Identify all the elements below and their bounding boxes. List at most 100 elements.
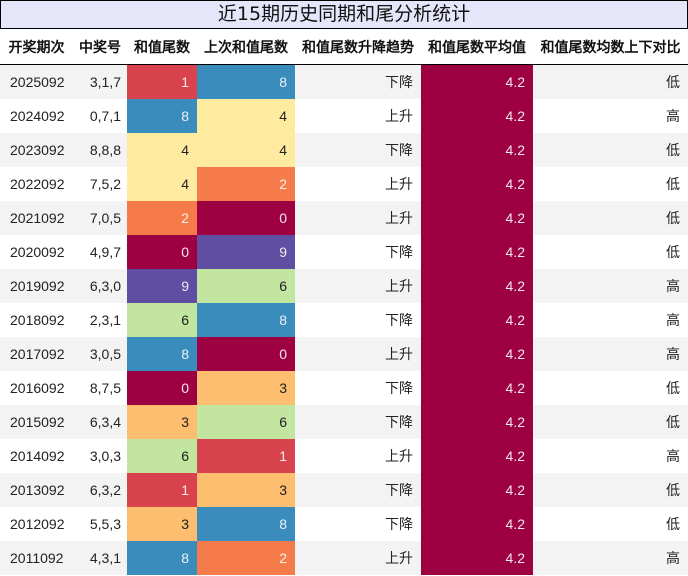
compare-cell: 高: [533, 541, 688, 575]
header-prev-tail[interactable]: 上次和值尾数: [197, 29, 295, 65]
numbers-cell: 0,7,1: [73, 99, 127, 133]
compare-cell: 高: [533, 439, 688, 473]
numbers-cell: 6,3,4: [73, 405, 127, 439]
table-row: 2016092 8,7,5 0 3 下降 4.2 低: [0, 371, 688, 405]
trend-cell: 上升: [295, 439, 421, 473]
trend-cell: 下降: [295, 473, 421, 507]
prev-tail-cell: 2: [197, 167, 295, 201]
avg-cell: 4.2: [421, 64, 533, 99]
numbers-cell: 6,3,2: [73, 473, 127, 507]
prev-tail-cell: 8: [197, 507, 295, 541]
trend-cell: 下降: [295, 235, 421, 269]
avg-cell: 4.2: [421, 473, 533, 507]
avg-cell: 4.2: [421, 133, 533, 167]
header-avg[interactable]: 和值尾数平均值: [421, 29, 533, 65]
numbers-cell: 3,0,5: [73, 337, 127, 371]
period-cell: 2011092: [0, 541, 73, 575]
header-numbers[interactable]: 中奖号: [73, 29, 127, 65]
compare-cell: 低: [533, 133, 688, 167]
period-cell: 2014092: [0, 439, 73, 473]
compare-cell: 高: [533, 99, 688, 133]
period-cell: 2023092: [0, 133, 73, 167]
table-row: 2025092 3,1,7 1 8 下降 4.2 低: [0, 64, 688, 99]
prev-tail-cell: 3: [197, 473, 295, 507]
trend-cell: 上升: [295, 337, 421, 371]
tail-cell: 3: [127, 507, 197, 541]
table-row: 2020092 4,9,7 0 9 下降 4.2 低: [0, 235, 688, 269]
compare-cell: 高: [533, 303, 688, 337]
prev-tail-cell: 3: [197, 371, 295, 405]
period-cell: 2018092: [0, 303, 73, 337]
trend-cell: 下降: [295, 405, 421, 439]
table-title: 近15期历史同期和尾分析统计: [0, 0, 688, 29]
tail-cell: 6: [127, 439, 197, 473]
trend-cell: 下降: [295, 64, 421, 99]
avg-cell: 4.2: [421, 269, 533, 303]
numbers-cell: 6,3,0: [73, 269, 127, 303]
avg-cell: 4.2: [421, 371, 533, 405]
trend-cell: 下降: [295, 371, 421, 405]
avg-cell: 4.2: [421, 201, 533, 235]
tail-cell: 8: [127, 541, 197, 575]
period-cell: 2012092: [0, 507, 73, 541]
prev-tail-cell: 1: [197, 439, 295, 473]
avg-cell: 4.2: [421, 439, 533, 473]
compare-cell: 低: [533, 235, 688, 269]
avg-cell: 4.2: [421, 235, 533, 269]
prev-tail-cell: 6: [197, 405, 295, 439]
avg-cell: 4.2: [421, 167, 533, 201]
table-row: 2014092 3,0,3 6 1 上升 4.2 高: [0, 439, 688, 473]
avg-cell: 4.2: [421, 405, 533, 439]
period-cell: 2017092: [0, 337, 73, 371]
prev-tail-cell: 4: [197, 133, 295, 167]
table-row: 2019092 6,3,0 9 6 上升 4.2 高: [0, 269, 688, 303]
avg-cell: 4.2: [421, 337, 533, 371]
header-period[interactable]: 开奖期次: [0, 29, 73, 65]
tail-cell: 1: [127, 64, 197, 99]
tail-cell: 0: [127, 235, 197, 269]
tail-cell: 6: [127, 303, 197, 337]
compare-cell: 低: [533, 473, 688, 507]
prev-tail-cell: 2: [197, 541, 295, 575]
trend-cell: 上升: [295, 201, 421, 235]
table-row: 2024092 0,7,1 8 4 上升 4.2 高: [0, 99, 688, 133]
period-cell: 2015092: [0, 405, 73, 439]
tail-cell: 0: [127, 371, 197, 405]
compare-cell: 低: [533, 371, 688, 405]
numbers-cell: 7,0,5: [73, 201, 127, 235]
avg-cell: 4.2: [421, 99, 533, 133]
header-tail[interactable]: 和值尾数: [127, 29, 197, 65]
prev-tail-cell: 4: [197, 99, 295, 133]
compare-cell: 低: [533, 405, 688, 439]
trend-cell: 上升: [295, 99, 421, 133]
trend-cell: 上升: [295, 541, 421, 575]
prev-tail-cell: 9: [197, 235, 295, 269]
trend-cell: 上升: [295, 269, 421, 303]
trend-cell: 下降: [295, 303, 421, 337]
compare-cell: 低: [533, 201, 688, 235]
tail-cell: 4: [127, 167, 197, 201]
table-row: 2012092 5,5,3 3 8 下降 4.2 低: [0, 507, 688, 541]
compare-cell: 高: [533, 269, 688, 303]
table-body: 2025092 3,1,7 1 8 下降 4.2 低 2024092 0,7,1 8 4 上升 4.2 高…: [0, 64, 688, 575]
table-row: 2011092 4,3,1 8 2 上升 4.2 高: [0, 541, 688, 575]
compare-cell: 低: [533, 507, 688, 541]
table-row: 2021092 7,0,5 2 0 上升 4.2 低: [0, 201, 688, 235]
avg-cell: 4.2: [421, 303, 533, 337]
trend-cell: 下降: [295, 507, 421, 541]
trend-cell: 上升: [295, 167, 421, 201]
header-trend[interactable]: 和值尾数升降趋势: [295, 29, 421, 65]
prev-tail-cell: 0: [197, 201, 295, 235]
table-row: 2017092 3,0,5 8 0 上升 4.2 高: [0, 337, 688, 371]
tail-cell: 1: [127, 473, 197, 507]
numbers-cell: 8,8,8: [73, 133, 127, 167]
numbers-cell: 3,1,7: [73, 64, 127, 99]
prev-tail-cell: 0: [197, 337, 295, 371]
period-cell: 2016092: [0, 371, 73, 405]
numbers-cell: 7,5,2: [73, 167, 127, 201]
header-compare[interactable]: 和值尾数均数上下对比: [533, 29, 688, 65]
tail-cell: 4: [127, 133, 197, 167]
tail-cell: 3: [127, 405, 197, 439]
numbers-cell: 5,5,3: [73, 507, 127, 541]
compare-cell: 低: [533, 167, 688, 201]
